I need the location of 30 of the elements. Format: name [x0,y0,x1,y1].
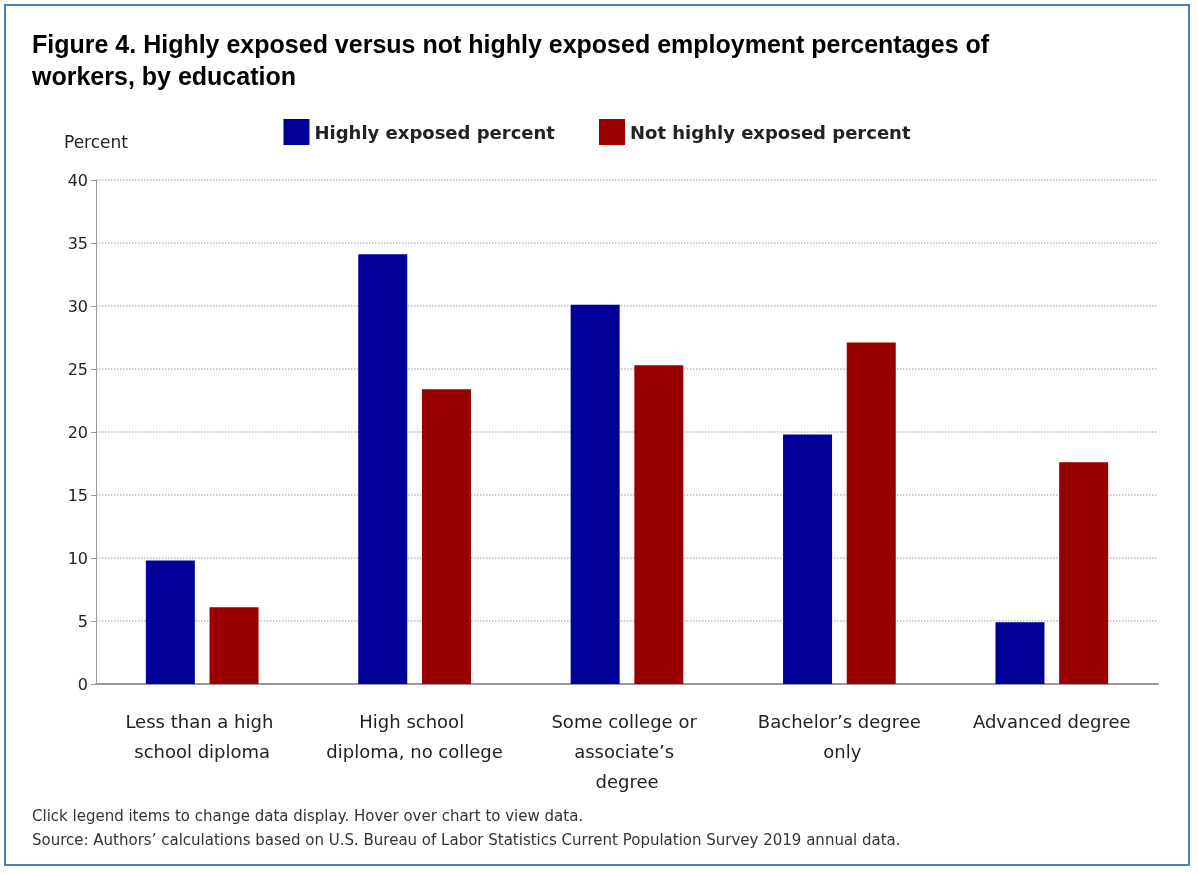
bar [995,622,1045,684]
bar [421,389,471,684]
x-tick-label: Advanced degree [972,710,1131,732]
text: Click legend items to change data display. Hover over chart to view data. [32,806,585,827]
bar [570,304,620,684]
y-tick-label: 15 [67,485,88,505]
y-tick-label: 0 [77,674,88,694]
y-tick-label: 20 [67,422,88,442]
x-tick-label: Bachelor’s degree only [757,710,921,762]
x-tick-label: High school diploma, no college [326,710,503,762]
y-tick-label: 5 [77,611,88,631]
x-tick-label: Some college or associate’s degree [551,710,703,792]
bar [209,607,259,684]
source-note: Source: Authors’ calculations based on U.S. Bureau of Labor Statistics Current Population Survey 2019 annual data. [32,830,901,851]
y-tick-label: 30 [67,296,88,316]
y-tick-label: 25 [67,359,88,379]
legend-label: Highly exposed percent [314,121,556,143]
chart-title: Figure 4. Highly exposed versus not highly exposed employment percentages of workers, by education [32,29,991,92]
legend-label: Not highly exposed percent [629,121,911,143]
x-tick-label: Less than a high school diploma [125,710,279,762]
bar [783,434,833,684]
y-axis-title: Percent [64,131,129,152]
bar [1059,462,1109,684]
bar [634,365,684,684]
y-tick-label: 40 [67,170,88,190]
bar [358,254,408,684]
bar [846,342,896,684]
y-tick-label: 10 [67,548,88,568]
bar [145,560,195,684]
y-tick-label: 35 [67,233,88,253]
